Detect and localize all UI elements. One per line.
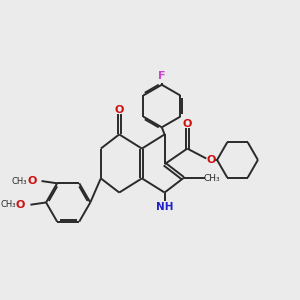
Text: CH₃: CH₃ xyxy=(12,176,27,185)
Text: O: O xyxy=(206,155,215,165)
Text: O: O xyxy=(16,200,26,210)
Text: NH: NH xyxy=(156,202,173,212)
Text: O: O xyxy=(27,176,36,186)
Text: O: O xyxy=(183,119,192,129)
Text: CH₃: CH₃ xyxy=(204,174,220,183)
Text: CH₃: CH₃ xyxy=(1,200,16,209)
Text: F: F xyxy=(158,71,166,81)
Text: O: O xyxy=(115,105,124,115)
